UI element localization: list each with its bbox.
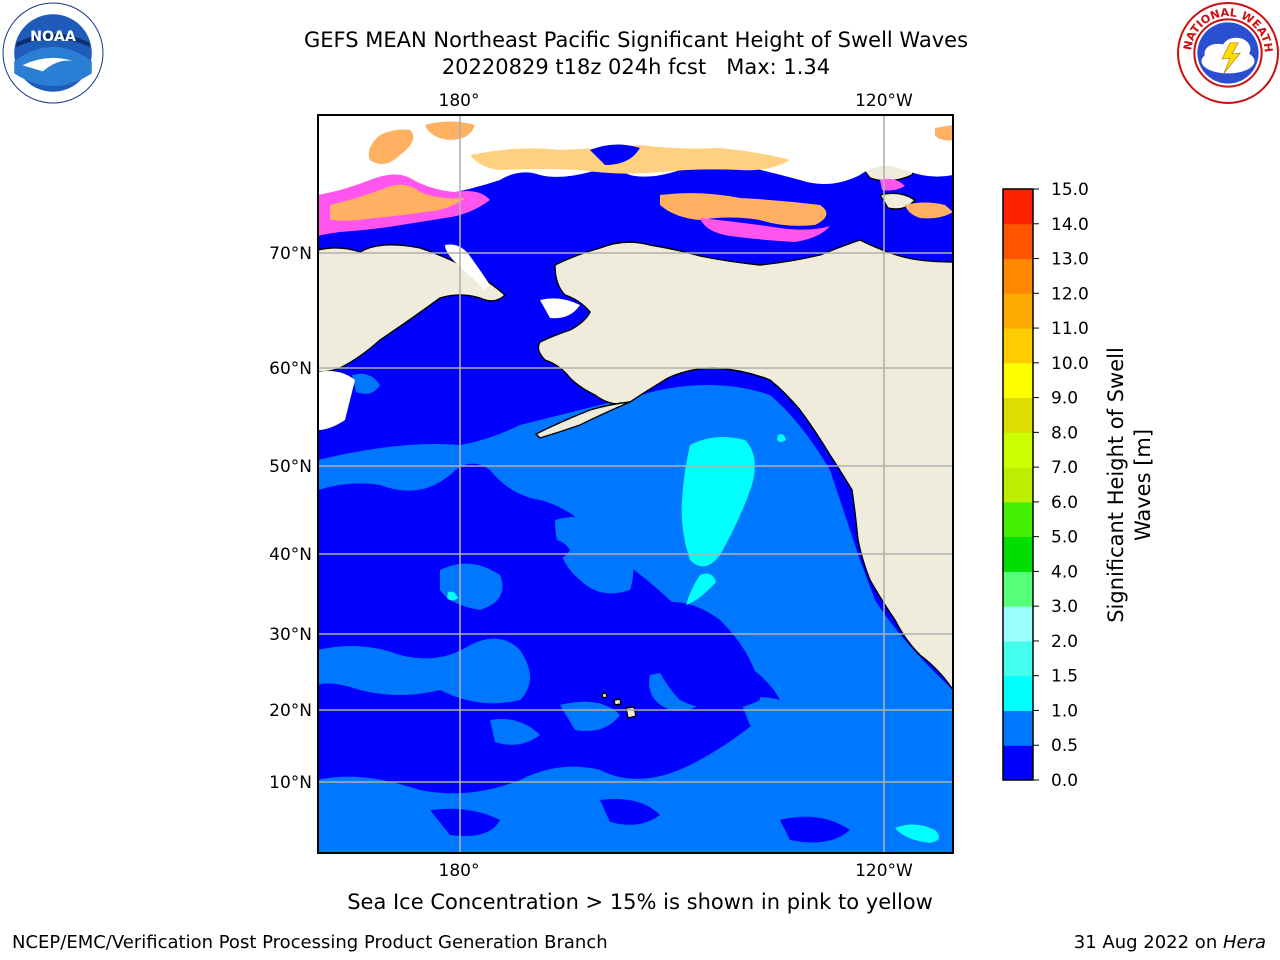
- lat-label-50n: 50°N: [269, 457, 312, 477]
- lat-label-70n: 70°N: [269, 244, 312, 264]
- colorbar-segment: [1003, 745, 1033, 781]
- colorbar-segment: [1003, 710, 1033, 746]
- lon-label-bottom-120w: 120°W: [855, 861, 913, 881]
- colorbar-tick-label: 9.0: [1051, 389, 1078, 409]
- lat-label-20n: 20°N: [269, 701, 312, 721]
- sea-ice-band: [368, 129, 414, 164]
- map-plot-area: [318, 115, 953, 853]
- colorbar-segment: [1003, 606, 1033, 642]
- map-axis-labels: 180° 120°W 180° 120°W 70°N 60°N 50°N 40°…: [269, 91, 913, 881]
- sea-ice-caption: Sea Ice Concentration > 15% is shown in …: [347, 890, 933, 914]
- colorbar-title-line1: Significant Height of Swell: [1104, 347, 1128, 623]
- swell-0-0.5m-patches: [430, 538, 850, 843]
- colorbar-tick-label: 8.0: [1051, 423, 1078, 443]
- colorbar-segment: [1003, 571, 1033, 607]
- colorbar-tick-label: 14.0: [1051, 215, 1089, 235]
- colorbar-segment: [1003, 293, 1033, 329]
- lon-label-bottom-180: 180°: [439, 861, 480, 881]
- lat-label-30n: 30°N: [269, 625, 312, 645]
- colorbar-tick-label: 1.0: [1051, 701, 1078, 721]
- chart-subtitle: 20220829 t18z 024h fcst Max: 1.34: [441, 55, 831, 79]
- sea-ice-orange: [330, 184, 465, 221]
- colorbar-tick-label: 11.0: [1051, 319, 1089, 339]
- colorbar-segment: [1003, 501, 1033, 538]
- footer-credit: NCEP/EMC/Verification Post Processing Pr…: [12, 932, 608, 953]
- colorbar-segment: [1003, 536, 1033, 572]
- colorbar-tick-label: 6.0: [1051, 493, 1078, 513]
- colorbar-tick-label: 2.0: [1051, 632, 1078, 652]
- national-weather-service-logo: NATIONAL WEATHER SERVICE: [1177, 2, 1279, 104]
- colorbar-segment: [1003, 675, 1033, 711]
- colorbar-tick-label: 15.0: [1051, 180, 1089, 200]
- noaa-logo-text: NOAA: [30, 29, 76, 45]
- colorbar-segment: [1003, 189, 1033, 225]
- colorbar: 0.0 0.5 1.0 1.5 2.0 3.0 4.0 5.0 6.0 7.0 8.0 9.0 10.0…: [1002, 180, 1089, 791]
- colorbar-tick-label: 10.0: [1051, 354, 1089, 374]
- colorbar-tick-label: 13.0: [1051, 250, 1089, 270]
- noaa-logo: NOAA: [2, 2, 104, 104]
- colorbar-tick-label: 3.0: [1051, 597, 1078, 617]
- lat-label-10n: 10°N: [269, 773, 312, 793]
- lat-label-40n: 40°N: [269, 545, 312, 565]
- colorbar-tick-label: 7.0: [1051, 458, 1078, 478]
- map-border: [317, 114, 954, 854]
- graticule: [318, 115, 953, 853]
- colorbar-segment: [1003, 328, 1033, 364]
- colorbar-tick-label: 5.0: [1051, 528, 1078, 548]
- footer-date-text: 31 Aug 2022 on: [1073, 932, 1223, 953]
- footer-date: 31 Aug 2022 on Hera: [1074, 932, 1266, 953]
- colorbar-segment: [1003, 258, 1033, 294]
- land-masses: [318, 142, 953, 719]
- colorbar-tick-label: 0.0: [1051, 771, 1078, 791]
- colorbar-segment: [1003, 640, 1033, 677]
- footer-host: Hera: [1222, 932, 1266, 953]
- colorbar-title-line2: Waves [m]: [1131, 429, 1155, 541]
- lat-label-60n: 60°N: [269, 359, 312, 379]
- colorbar-segment: [1003, 467, 1033, 503]
- colorbar-segment: [1003, 362, 1033, 399]
- colorbar-segment: [1003, 223, 1033, 260]
- swell-1.0-1.5m-field: [447, 434, 939, 843]
- lon-label-top-180: 180°: [439, 91, 480, 111]
- chart-title: GEFS MEAN Northeast Pacific Significant …: [303, 28, 969, 52]
- arctic-region: [318, 115, 953, 430]
- lon-label-top-120w: 120°W: [855, 91, 913, 111]
- colorbar-tick-label: 0.5: [1051, 736, 1078, 756]
- colorbar-segment: [1003, 432, 1033, 468]
- swell-0.5-1.0m-field: [318, 373, 953, 853]
- colorbar-border: [1002, 188, 1034, 781]
- colorbar-tick-label: 1.5: [1051, 667, 1078, 687]
- colorbar-tick-label: 12.0: [1051, 284, 1089, 304]
- colorbar-segment: [1003, 397, 1033, 433]
- colorbar-tick-label: 4.0: [1051, 562, 1078, 582]
